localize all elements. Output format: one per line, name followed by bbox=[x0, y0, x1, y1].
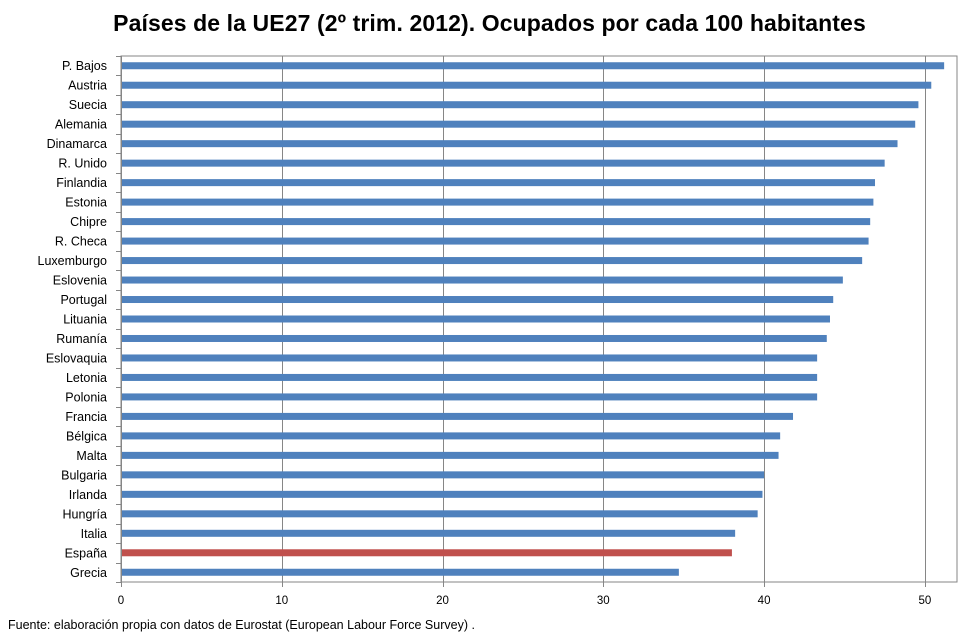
category-label: Polonia bbox=[65, 390, 107, 404]
bar-portugal bbox=[122, 296, 834, 304]
source-note: Fuente: elaboración propia con datos de … bbox=[8, 618, 475, 632]
bar-malta bbox=[122, 451, 779, 459]
bar-polonia bbox=[122, 393, 818, 401]
category-label: Irlanda bbox=[69, 488, 107, 502]
category-label: Dinamarca bbox=[47, 137, 107, 151]
category-label: Grecia bbox=[70, 566, 107, 580]
category-label: Suecia bbox=[69, 98, 107, 112]
category-label: Francia bbox=[65, 410, 107, 424]
bar-lituania bbox=[122, 315, 830, 323]
category-label: R. Unido bbox=[58, 157, 107, 171]
category-label: Letonia bbox=[66, 371, 107, 385]
bar-dinamarca bbox=[122, 140, 898, 148]
bar-suecia bbox=[122, 101, 919, 109]
category-label: Rumanía bbox=[56, 332, 107, 346]
category-label: Bélgica bbox=[66, 429, 107, 443]
category-label: Eslovaquia bbox=[46, 351, 107, 365]
bar-alemania bbox=[122, 120, 916, 128]
bar-italia bbox=[122, 529, 736, 537]
bar-eslovaquia bbox=[122, 354, 818, 362]
category-label: Lituania bbox=[63, 313, 107, 327]
bar-francia bbox=[122, 412, 794, 420]
bar-p-bajos bbox=[122, 62, 945, 70]
bar-r-unido bbox=[122, 159, 885, 167]
bar-eslovenia bbox=[122, 276, 843, 284]
bar-r-checa bbox=[122, 237, 869, 245]
bars bbox=[122, 62, 945, 576]
category-label: Estonia bbox=[65, 196, 107, 210]
category-label: Portugal bbox=[60, 293, 107, 307]
bar-grecia bbox=[122, 568, 679, 576]
axes bbox=[116, 55, 958, 587]
category-label: Italia bbox=[81, 527, 107, 541]
bar-hungría bbox=[122, 510, 758, 518]
bar-rumanía bbox=[122, 334, 827, 342]
x-tick-label: 20 bbox=[436, 595, 449, 607]
x-tick-label: 0 bbox=[118, 595, 124, 607]
bar-chipre bbox=[122, 218, 871, 226]
bar-letonia bbox=[122, 373, 818, 381]
category-label: Eslovenia bbox=[53, 274, 107, 288]
category-label: Malta bbox=[76, 449, 107, 463]
chart-title: Países de la UE27 (2º trim. 2012). Ocupa… bbox=[113, 10, 866, 36]
x-tick-label: 50 bbox=[918, 595, 931, 607]
category-label: Chipre bbox=[70, 215, 107, 229]
bar-bulgaria bbox=[122, 471, 765, 479]
bar-estonia bbox=[122, 198, 874, 206]
category-label: R. Checa bbox=[55, 235, 107, 249]
category-label: Austria bbox=[68, 79, 107, 93]
bar-irlanda bbox=[122, 490, 763, 498]
x-tick-label: 10 bbox=[275, 595, 288, 607]
category-label: España bbox=[65, 546, 107, 560]
category-label: Luxemburgo bbox=[38, 254, 108, 268]
category-label: Alemania bbox=[55, 118, 107, 132]
category-label: Finlandia bbox=[56, 176, 107, 190]
bar-austria bbox=[122, 81, 932, 89]
bar-españa bbox=[122, 549, 732, 557]
bar-bélgica bbox=[122, 432, 781, 440]
bar-finlandia bbox=[122, 179, 876, 187]
x-tick-labels: 0 10 20 30 40 50 bbox=[118, 595, 931, 607]
x-tick-label: 30 bbox=[597, 595, 610, 607]
category-label: P. Bajos bbox=[62, 59, 107, 73]
x-tick-label: 40 bbox=[758, 595, 771, 607]
category-label: Bulgaria bbox=[61, 468, 107, 482]
category-labels: P. Bajos Austria Suecia Alemania Dinamarca R.… bbox=[38, 59, 108, 580]
category-label: Hungría bbox=[63, 507, 108, 521]
bar-luxemburgo bbox=[122, 257, 863, 265]
